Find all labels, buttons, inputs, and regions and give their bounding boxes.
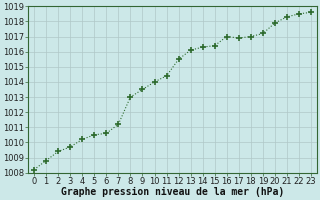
X-axis label: Graphe pression niveau de la mer (hPa): Graphe pression niveau de la mer (hPa): [61, 187, 284, 197]
